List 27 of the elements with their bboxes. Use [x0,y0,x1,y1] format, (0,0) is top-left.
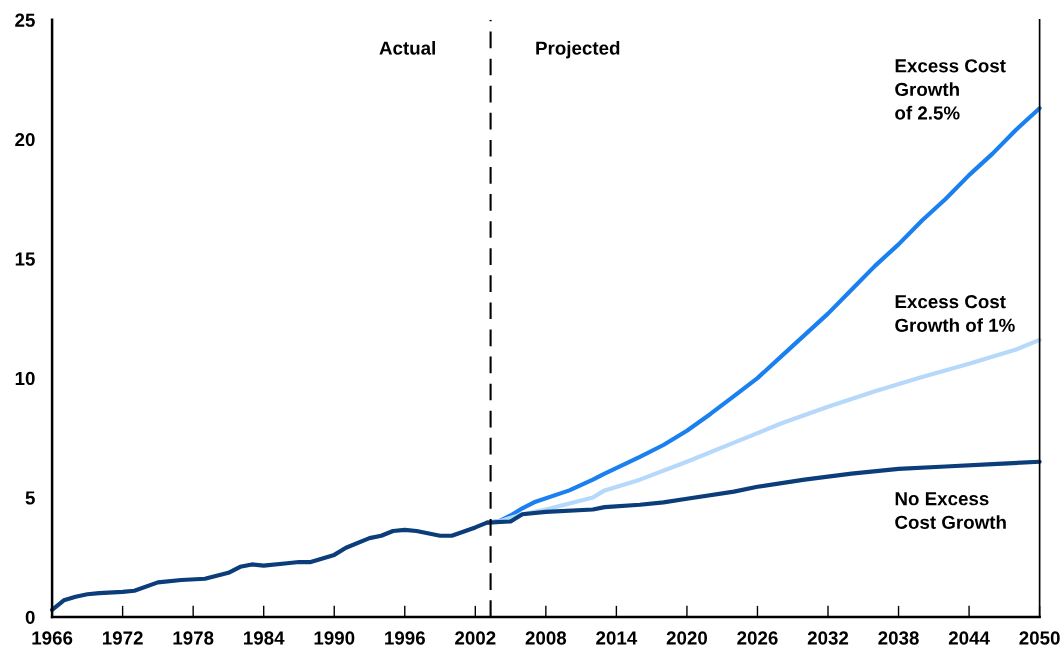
y-tick-label: 0 [25,610,35,624]
x-tick-label: 1966 [32,631,73,645]
y-tick-label: 10 [15,371,35,386]
series-label: Excess Cost Growth of 2.5% [895,59,1006,120]
y-tick-label: 5 [25,491,35,505]
x-tick-label: 1984 [244,631,285,645]
y-tick-label: 15 [15,252,35,266]
line-series [50,459,1042,612]
x-tick-label: 2008 [525,631,567,645]
y-tick-label: 20 [15,132,35,147]
y-tick-label: 25 [15,13,35,27]
x-tick-label: 1996 [385,631,425,645]
x-tick-label: 2014 [596,631,638,645]
x-tick-label: 2032 [807,631,849,645]
series-label: No Excess Cost Growth [895,492,1006,529]
annotation: Projected [536,40,620,59]
series-label: Excess Cost Growth of 1% [895,295,1015,332]
x-tick-label: 2044 [948,631,990,645]
x-tick-label: 2050 [1019,631,1060,645]
x-tick-label: 2020 [666,631,708,645]
x-tick-label: 1990 [314,631,355,645]
annotation: Actual [379,40,435,55]
x-tick-label: 1978 [173,631,214,645]
x-tick-label: 2038 [878,631,919,645]
x-tick-label: 1972 [102,631,143,645]
x-tick-label: 2002 [455,631,496,645]
x-tick-label: 2026 [737,631,778,645]
